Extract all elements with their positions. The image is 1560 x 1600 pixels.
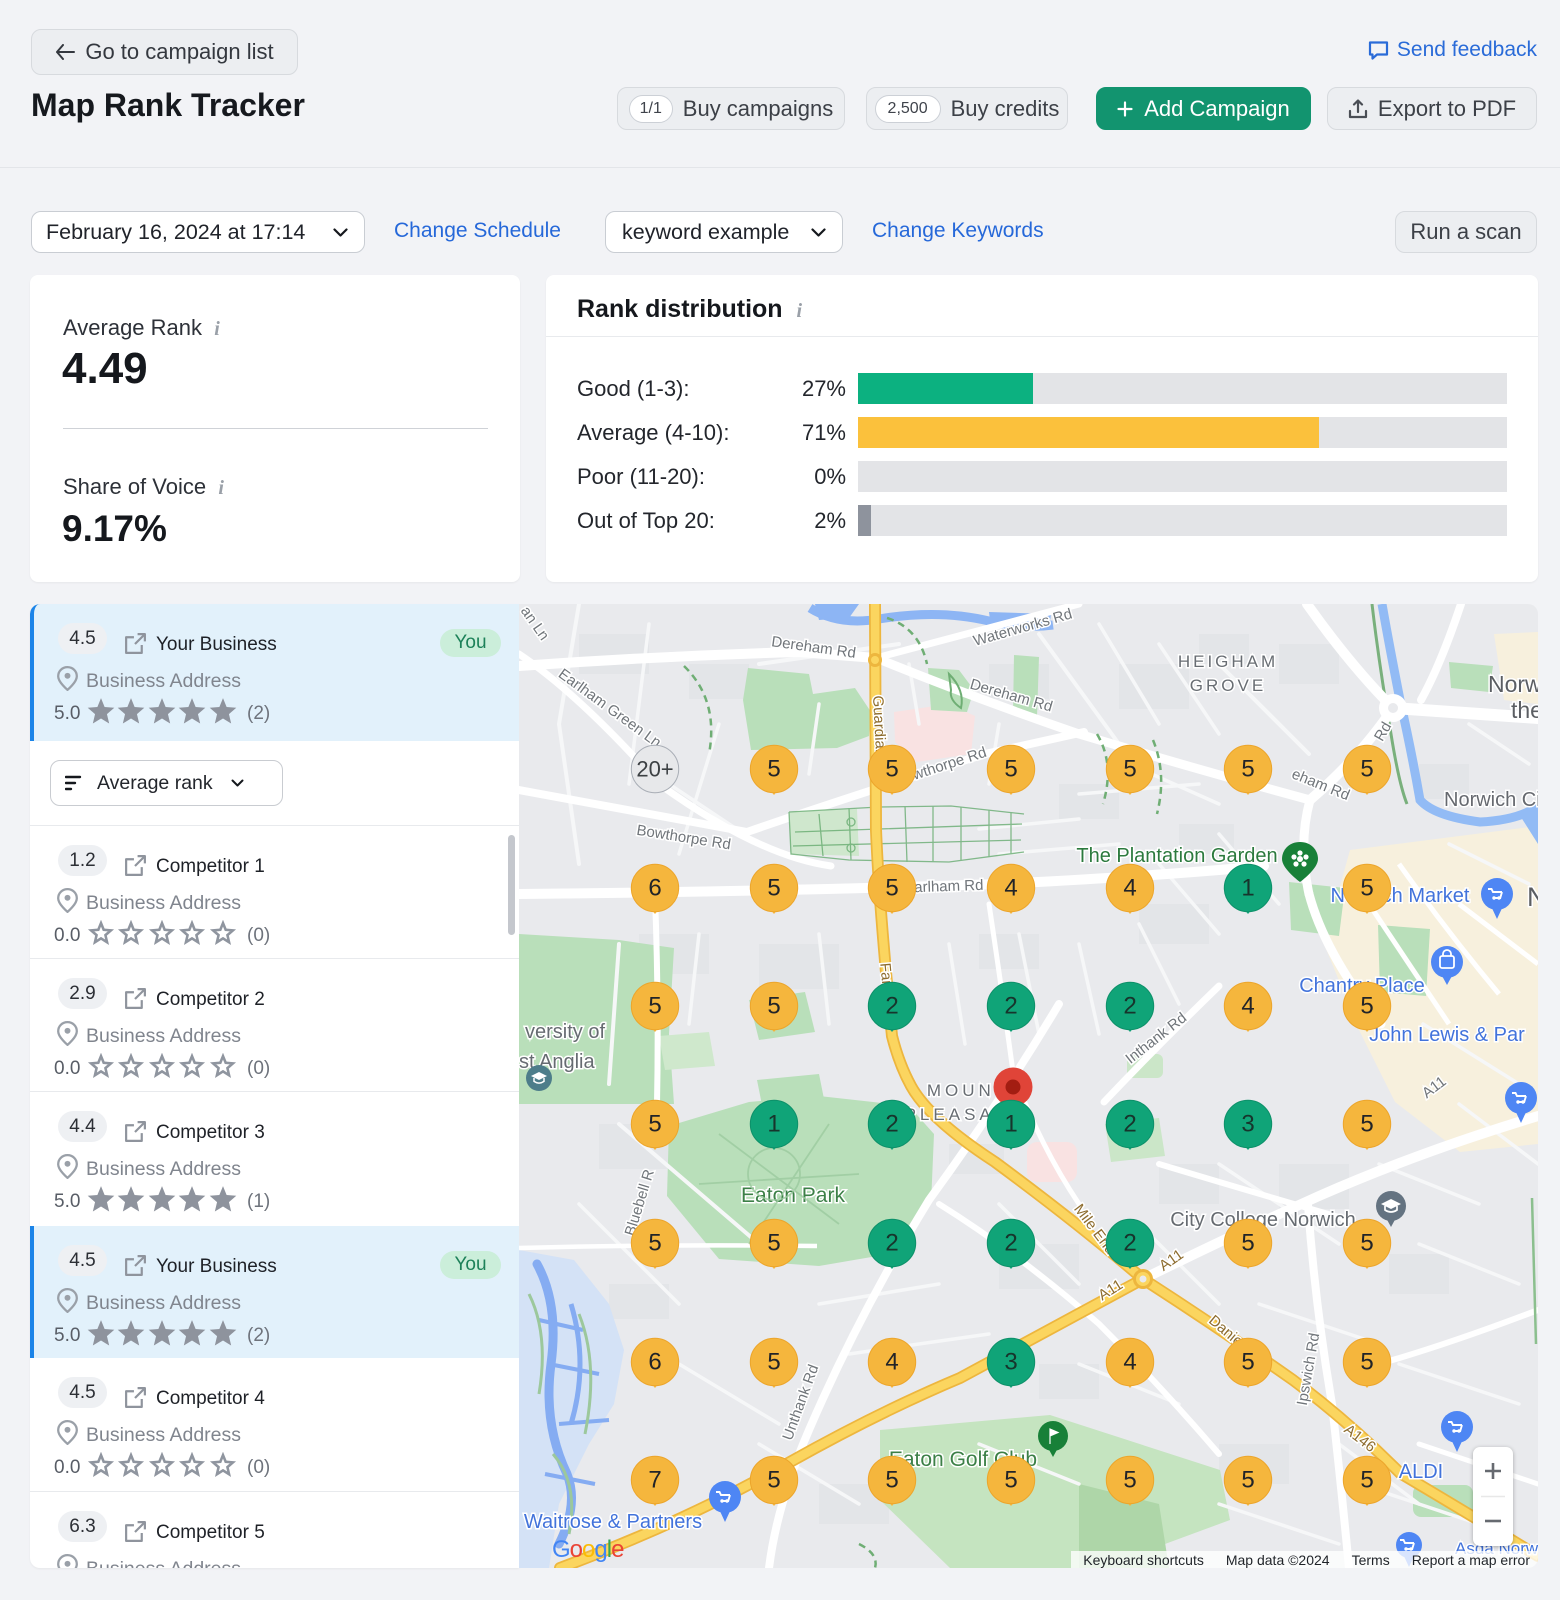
svg-text:1: 1 [1241, 875, 1254, 902]
svg-text:1: 1 [767, 1111, 780, 1138]
svg-text:5: 5 [1241, 1230, 1254, 1257]
svg-text:5: 5 [885, 756, 898, 783]
svg-text:3: 3 [1241, 1111, 1254, 1138]
svg-text:MOUNT: MOUNT [927, 1081, 1009, 1100]
svg-text:5: 5 [1241, 1467, 1254, 1494]
svg-text:2: 2 [885, 1230, 898, 1257]
svg-text:1: 1 [1004, 1111, 1017, 1138]
svg-text:4: 4 [1241, 993, 1254, 1020]
svg-text:the: the [1511, 697, 1538, 723]
svg-text:5: 5 [767, 875, 780, 902]
svg-text:Eaton Park: Eaton Park [741, 1184, 845, 1207]
svg-text:4: 4 [1004, 875, 1017, 902]
svg-text:5: 5 [1360, 875, 1373, 902]
svg-text:versity of: versity of [525, 1021, 605, 1043]
svg-text:5: 5 [1123, 1467, 1136, 1494]
svg-text:5: 5 [1241, 1349, 1254, 1376]
svg-text:arlham Rd: arlham Rd [914, 877, 984, 896]
svg-text:4: 4 [1123, 1349, 1136, 1376]
svg-text:5: 5 [767, 993, 780, 1020]
svg-text:GROVE: GROVE [1190, 676, 1266, 695]
svg-text:2: 2 [1004, 993, 1017, 1020]
svg-text:5: 5 [885, 1467, 898, 1494]
svg-text:5: 5 [1004, 756, 1017, 783]
svg-text:5: 5 [1241, 756, 1254, 783]
svg-text:5: 5 [648, 1111, 661, 1138]
svg-text:5: 5 [648, 1230, 661, 1257]
svg-text:6: 6 [648, 875, 661, 902]
svg-text:5: 5 [648, 993, 661, 1020]
svg-text:5: 5 [1360, 1111, 1373, 1138]
svg-text:HEIGHAM: HEIGHAM [1178, 652, 1278, 671]
svg-text:Waitrose & Partners: Waitrose & Partners [524, 1511, 702, 1533]
svg-text:5: 5 [1360, 993, 1373, 1020]
svg-text:4: 4 [1123, 875, 1136, 902]
svg-text:5: 5 [1004, 1467, 1017, 1494]
svg-text:5: 5 [767, 1467, 780, 1494]
svg-text:5: 5 [767, 1230, 780, 1257]
svg-text:5: 5 [1123, 756, 1136, 783]
svg-text:Norwich Ci: Norwich Ci [1444, 789, 1538, 811]
svg-text:5: 5 [767, 1349, 780, 1376]
svg-text:2: 2 [1123, 1230, 1136, 1257]
svg-text:N: N [1527, 882, 1538, 912]
svg-text:5: 5 [1360, 1467, 1373, 1494]
svg-text:6: 6 [648, 1349, 661, 1376]
svg-text:5: 5 [1360, 756, 1373, 783]
svg-text:2: 2 [885, 993, 898, 1020]
svg-text:2: 2 [1123, 993, 1136, 1020]
svg-text:5: 5 [885, 875, 898, 902]
svg-text:ALDI: ALDI [1399, 1461, 1443, 1483]
svg-text:2: 2 [1004, 1230, 1017, 1257]
svg-text:20+: 20+ [636, 757, 673, 782]
svg-text:5: 5 [767, 756, 780, 783]
svg-text:3: 3 [1004, 1349, 1017, 1376]
svg-text:Norwich: Norwich [1488, 671, 1538, 697]
svg-text:2: 2 [1123, 1111, 1136, 1138]
svg-text:The Plantation Garden: The Plantation Garden [1076, 845, 1277, 867]
svg-text:5: 5 [1360, 1349, 1373, 1376]
svg-text:5: 5 [1360, 1230, 1373, 1257]
svg-text:7: 7 [648, 1467, 661, 1494]
svg-text:2: 2 [885, 1111, 898, 1138]
svg-text:John Lewis & Par: John Lewis & Par [1369, 1024, 1525, 1046]
svg-text:4: 4 [885, 1349, 898, 1376]
